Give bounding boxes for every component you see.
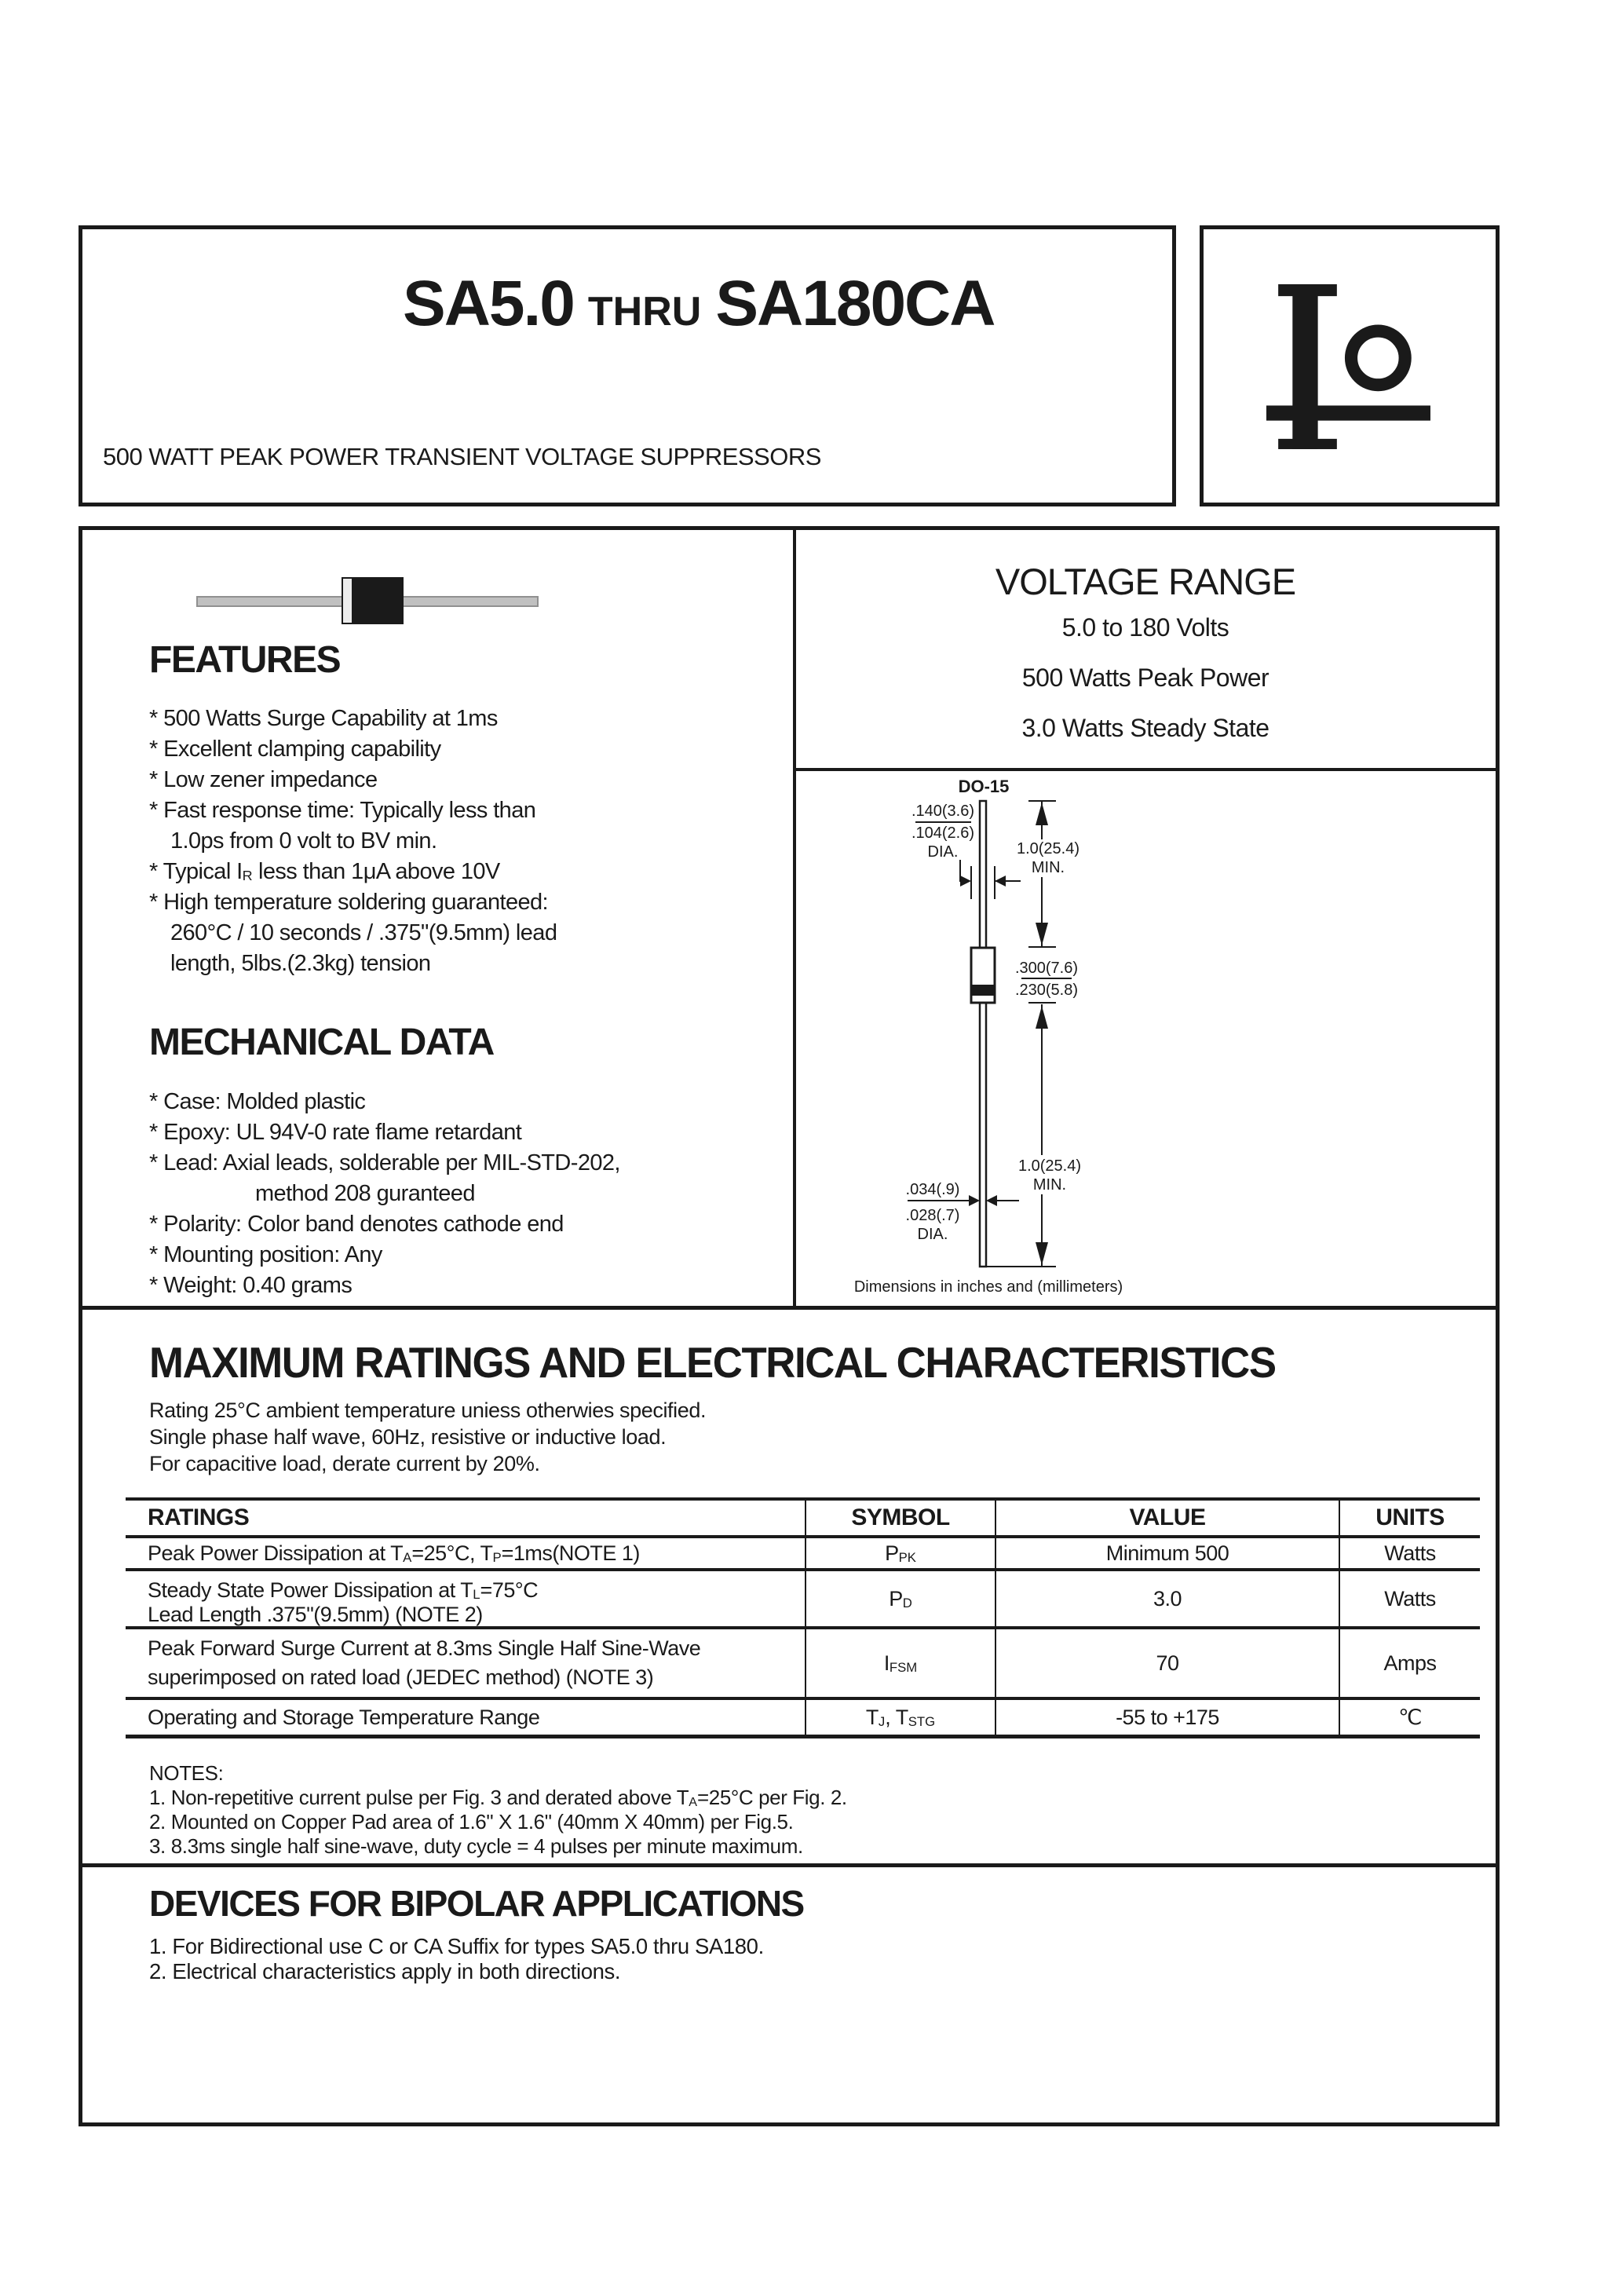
diagram-caption: Dimensions in inches and (millimeters) [854, 1278, 1123, 1296]
note-line: 2. Mounted on Copper Pad area of 1.6" X … [149, 1810, 794, 1834]
top-lead-length: 1.0(25.4) [1017, 840, 1080, 857]
top-lead-min: MIN. [1032, 859, 1065, 876]
diode-body-graphic [353, 577, 404, 624]
feature-line: * Typical IR less than 1μA above 10V [149, 859, 500, 884]
table-row: Peak Power Dissipation at TA=25°C, TP=1m… [126, 1538, 1480, 1571]
bottom-lead-length: 1.0(25.4) [1018, 1157, 1081, 1175]
mechanical-line: * Epoxy: UL 94V-0 rate flame retardant [149, 1120, 522, 1145]
note-line: 3. 8.3ms single half sine-wave, duty cyc… [149, 1834, 803, 1858]
ratings-intro-line: Rating 25°C ambient temperature uniess o… [149, 1398, 707, 1422]
table-row: Operating and Storage Temperature Range … [126, 1700, 1480, 1735]
mechanical-line: * Case: Molded plastic [149, 1089, 366, 1114]
note-line: 1. Non-repetitive current pulse per Fig.… [149, 1786, 847, 1809]
title-thru: THRU [587, 289, 702, 335]
subtitle: 500 WATT PEAK POWER TRANSIENT VOLTAGE SU… [103, 443, 821, 470]
bottom-lead-min: MIN. [1033, 1176, 1066, 1194]
cathode-band-graphic [971, 985, 995, 996]
diode-cathode-band [342, 577, 353, 624]
do15-package-diagram: DO-15 .140(3.6) .104(2.6) DIA. 1. [854, 780, 1123, 1296]
units-cell: ℃ [1339, 1700, 1480, 1735]
ratings-divider [82, 1306, 1496, 1310]
lead-dia-num: .034(.9) [906, 1181, 960, 1198]
rating-text: Lead Length .375"(9.5mm) (NOTE 2) [148, 1603, 483, 1626]
rating-text: superimposed on rated load (JEDEC method… [148, 1665, 654, 1689]
bipolar-heading: DEVICES FOR BIPOLAR APPLICATIONS [149, 1883, 805, 1924]
main-content-box: FEATURES * 500 Watts Surge Capability at… [79, 526, 1500, 2126]
feature-line: * Excellent clamping capability [149, 737, 441, 762]
ratings-table: RATINGS SYMBOL VALUE UNITS Peak Power Di… [126, 1497, 1480, 1738]
bipolar-item: 1. For Bidirectional use C or CA Suffix … [149, 1934, 764, 1958]
io-logo-icon [1266, 284, 1430, 449]
body-len-num: .300(7.6) [1015, 960, 1078, 977]
vertical-divider [793, 530, 796, 1306]
feature-line: 260°C / 10 seconds / .375"(9.5mm) lead [170, 920, 557, 945]
voltage-range-heading: VOLTAGE RANGE [995, 561, 1296, 602]
mechanical-heading: MECHANICAL DATA [149, 1022, 495, 1063]
title-box: SA5.0 THRU SA180CA 500 WATT PEAK POWER T… [79, 225, 1176, 506]
body-dia-label: DIA. [928, 843, 959, 861]
body-dia-den: .104(2.6) [911, 824, 974, 842]
units-cell: Watts [1339, 1538, 1480, 1568]
symbol-cell: TJ, TSTG [805, 1700, 995, 1735]
logo-box [1200, 225, 1500, 506]
table-row: Peak Forward Surge Current at 8.3ms Sing… [126, 1629, 1480, 1700]
notes-heading: NOTES: [149, 1761, 224, 1785]
col-header-units: UNITS [1339, 1501, 1480, 1535]
rating-text: Peak Forward Surge Current at 8.3ms Sing… [148, 1636, 701, 1660]
mechanical-line: * Lead: Axial leads, solderable per MIL-… [149, 1150, 620, 1175]
value-cell: Minimum 500 [995, 1538, 1339, 1568]
feature-line: * Low zener impedance [149, 767, 378, 792]
feature-line: * 500 Watts Surge Capability at 1ms [149, 706, 498, 731]
features-heading: FEATURES [149, 639, 342, 681]
ratings-intro-line: Single phase half wave, 60Hz, resistive … [149, 1425, 667, 1449]
col-header-value: VALUE [995, 1501, 1339, 1535]
value-cell: 3.0 [995, 1571, 1339, 1626]
mechanical-line: * Weight: 0.40 grams [149, 1273, 353, 1298]
lead-dia-label: DIA. [918, 1226, 948, 1243]
bottom-lead-graphic [978, 1001, 988, 1268]
feature-line: * Fast response time: Typically less tha… [149, 798, 536, 823]
units-cell: Watts [1339, 1571, 1480, 1626]
feature-line: 1.0ps from 0 volt to BV min. [170, 828, 437, 854]
col-header-ratings: RATINGS [148, 1504, 250, 1530]
package-name-label: DO-15 [959, 780, 1010, 796]
units-cell: Amps [1339, 1629, 1480, 1697]
voltage-range-line: 500 Watts Peak Power [1021, 664, 1269, 692]
top-lead-graphic [978, 799, 988, 949]
ratings-intro-line: For capacitive load, derate current by 2… [149, 1452, 540, 1475]
title-start: SA5.0 [403, 268, 575, 339]
rating-text: Steady State Power Dissipation at TL=75°… [148, 1578, 539, 1602]
mechanical-line: * Polarity: Color band denotes cathode e… [149, 1212, 564, 1237]
symbol-cell: PPK [805, 1538, 995, 1568]
table-header-row: RATINGS SYMBOL VALUE UNITS [126, 1501, 1480, 1538]
rating-text: Peak Power Dissipation at TA=25°C, TP=1m… [148, 1541, 640, 1565]
feature-line: * High temperature soldering guaranteed: [149, 890, 549, 915]
ratings-heading: MAXIMUM RATINGS AND ELECTRICAL CHARACTER… [149, 1338, 1277, 1387]
bipolar-divider [82, 1863, 1496, 1867]
body-len-den: .230(5.8) [1015, 982, 1078, 999]
mechanical-line: * Mounting position: Any [149, 1242, 382, 1267]
value-cell: -55 to +175 [995, 1700, 1339, 1735]
bipolar-item: 2. Electrical characteristics apply in b… [149, 1959, 621, 1983]
voltage-range-line: 3.0 Watts Steady State [1021, 714, 1269, 742]
symbol-cell: IFSM [805, 1629, 995, 1697]
title-end: SA180CA [715, 268, 995, 339]
body-dia-num: .140(3.6) [911, 803, 974, 820]
col-header-symbol: SYMBOL [805, 1501, 995, 1535]
symbol-cell: PD [805, 1571, 995, 1626]
lead-dia-den: .028(.7) [906, 1207, 960, 1224]
rating-text: Operating and Storage Temperature Range [148, 1705, 540, 1729]
voltage-range-divider [793, 768, 1496, 771]
value-cell: 70 [995, 1629, 1339, 1697]
feature-line: length, 5lbs.(2.3kg) tension [170, 951, 431, 976]
mechanical-line: method 208 guranteed [255, 1181, 475, 1206]
table-row: Steady State Power Dissipation at TL=75°… [126, 1571, 1480, 1629]
voltage-range-line: 5.0 to 180 Volts [1061, 613, 1229, 642]
part-number-title: SA5.0 THRU SA180CA [403, 267, 996, 341]
